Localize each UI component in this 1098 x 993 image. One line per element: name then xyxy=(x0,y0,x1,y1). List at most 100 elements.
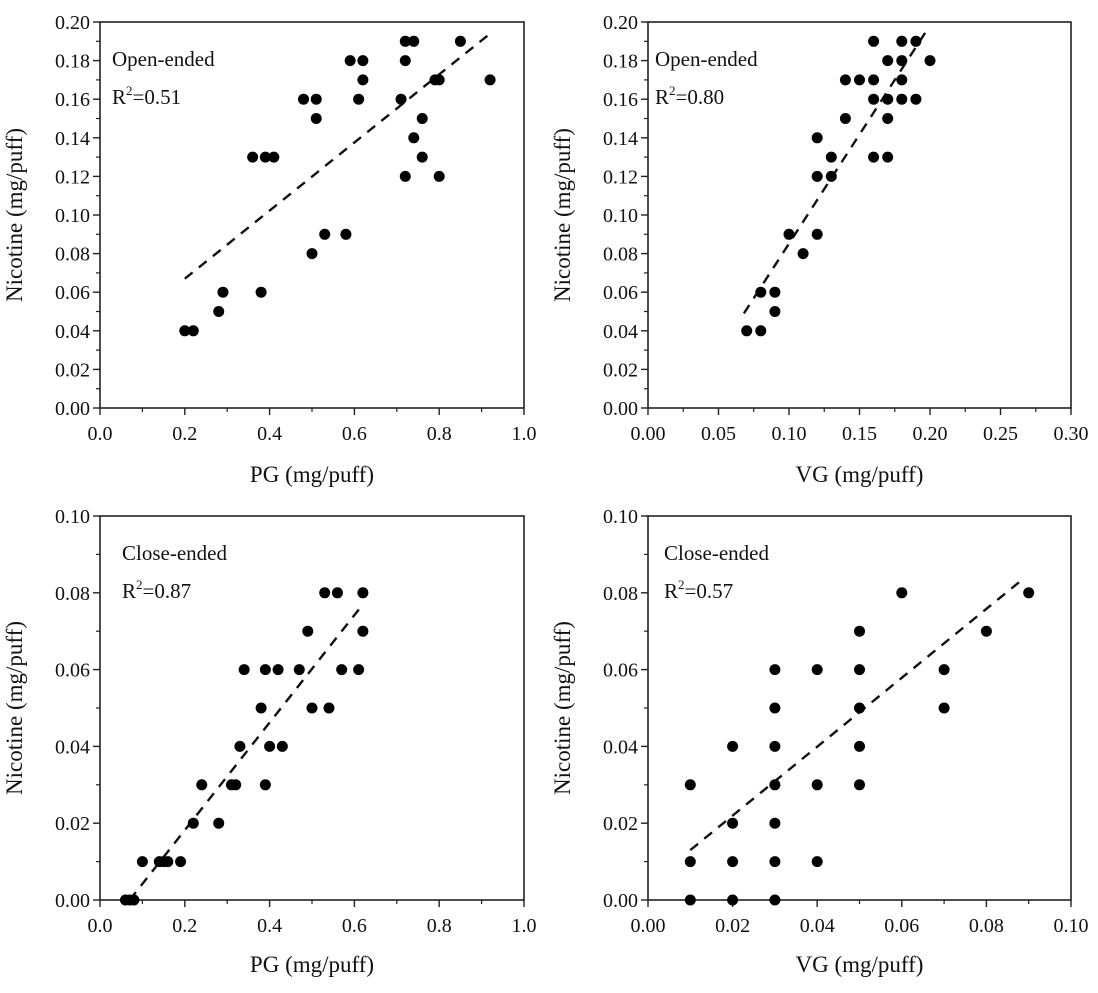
data-point xyxy=(896,587,908,599)
y-tick-label: 0.04 xyxy=(55,321,90,343)
y-tick-label: 0.02 xyxy=(55,813,90,835)
data-point xyxy=(755,286,767,298)
data-point xyxy=(357,587,369,599)
y-tick-label: 0.06 xyxy=(603,282,638,304)
x-tick-label: 0.20 xyxy=(913,423,948,445)
data-point xyxy=(255,702,267,714)
x-tick-label: 0.15 xyxy=(842,423,877,445)
y-tick-label: 0.18 xyxy=(55,51,90,73)
y-tick-label: 0.06 xyxy=(55,660,90,682)
x-tick-label: 0.10 xyxy=(1054,915,1089,937)
data-point xyxy=(306,702,318,714)
y-tick-label: 0.10 xyxy=(55,205,90,227)
x-axis-label: VG (mg/puff) xyxy=(796,952,924,977)
y-tick-label: 0.10 xyxy=(603,205,638,227)
data-point xyxy=(293,664,305,676)
data-point xyxy=(811,779,823,791)
r-squared-value: =0.80 xyxy=(676,85,725,109)
data-point xyxy=(187,325,199,337)
data-point xyxy=(839,113,851,124)
data-point xyxy=(268,151,280,163)
data-point xyxy=(310,93,322,105)
y-tick-label: 0.06 xyxy=(603,660,638,682)
data-point xyxy=(264,740,276,752)
trendline xyxy=(689,580,1021,852)
y-axis-label: Nicotine (mg/puff) xyxy=(2,128,27,302)
data-point xyxy=(259,779,271,791)
x-tick-label: 0.6 xyxy=(342,423,367,445)
data-point xyxy=(395,93,407,105)
r-squared-value: =0.87 xyxy=(143,579,192,603)
data-point xyxy=(276,740,288,752)
data-point xyxy=(769,779,781,791)
data-point xyxy=(298,93,310,105)
data-point xyxy=(896,55,908,67)
r-squared-label: R2=0.87 xyxy=(122,577,191,603)
data-point xyxy=(811,228,823,240)
data-point xyxy=(854,625,865,637)
data-point xyxy=(811,664,823,676)
data-point xyxy=(408,132,420,144)
data-point xyxy=(272,664,284,676)
data-point xyxy=(684,856,696,868)
data-point xyxy=(353,93,365,105)
x-tick-label: 0.30 xyxy=(1054,423,1089,445)
data-point xyxy=(868,151,880,163)
data-point xyxy=(353,664,365,676)
data-point xyxy=(357,625,369,637)
series-annotation: Open-ended xyxy=(112,47,215,71)
data-point xyxy=(259,664,271,676)
data-point xyxy=(319,587,331,599)
data-point xyxy=(783,228,795,240)
data-point xyxy=(454,35,466,47)
data-point xyxy=(217,286,229,298)
r-squared-value: =0.57 xyxy=(685,579,734,603)
series-annotation: Close-ended xyxy=(122,541,227,565)
y-tick-label: 0.02 xyxy=(603,813,638,835)
y-tick-label: 0.02 xyxy=(55,359,90,381)
y-tick-label: 0.14 xyxy=(603,128,638,150)
data-point xyxy=(769,702,781,714)
r-squared-label: R2=0.80 xyxy=(655,83,724,109)
data-point xyxy=(896,74,908,86)
data-point xyxy=(769,664,781,676)
data-point xyxy=(213,817,225,829)
r-squared-symbol: R xyxy=(122,579,136,603)
scatter-panel-3: 0.0 0.2 0.4 0.6 0.8 1.0 0.00 0.02 0.04 0.06 0.08 0.… xyxy=(2,506,537,977)
scatter-panel-4: 0.00 0.02 0.04 0.06 0.08 0.10 0.00 0.02 0.04 0.06… xyxy=(550,506,1089,977)
data-point xyxy=(727,740,739,752)
data-point xyxy=(769,856,781,868)
x-tick-label: 0.2 xyxy=(172,423,197,445)
y-tick-label: 0.04 xyxy=(55,736,90,758)
y-tick-label: 0.00 xyxy=(55,890,90,912)
data-point xyxy=(213,306,225,317)
r-squared-superscript: 2 xyxy=(126,83,133,98)
x-axis-label: PG (mg/puff) xyxy=(250,952,374,977)
data-point xyxy=(727,894,739,906)
data-point xyxy=(259,151,271,163)
y-tick-label: 0.12 xyxy=(55,166,90,188)
data-point xyxy=(399,35,411,47)
data-point xyxy=(839,74,851,86)
data-point xyxy=(854,779,865,791)
data-point xyxy=(234,740,246,752)
x-tick-label: 0.8 xyxy=(427,915,452,937)
r-squared-label: R2=0.57 xyxy=(664,577,733,603)
x-axis-label: PG (mg/puff) xyxy=(250,462,374,487)
data-point xyxy=(196,779,208,791)
data-point xyxy=(741,325,753,337)
r-squared-symbol: R xyxy=(112,85,126,109)
y-tick-label: 0.08 xyxy=(603,583,638,605)
data-point xyxy=(319,228,331,240)
data-point xyxy=(811,170,823,182)
data-point xyxy=(854,702,865,714)
data-point xyxy=(868,74,880,86)
data-point xyxy=(854,740,865,752)
data-point xyxy=(882,93,894,105)
r-squared-label: R2=0.51 xyxy=(112,83,181,109)
r-squared-superscript: 2 xyxy=(669,83,676,98)
data-point xyxy=(769,894,781,906)
y-tick-label: 0.02 xyxy=(603,359,638,381)
x-tick-label: 0.08 xyxy=(969,915,1004,937)
